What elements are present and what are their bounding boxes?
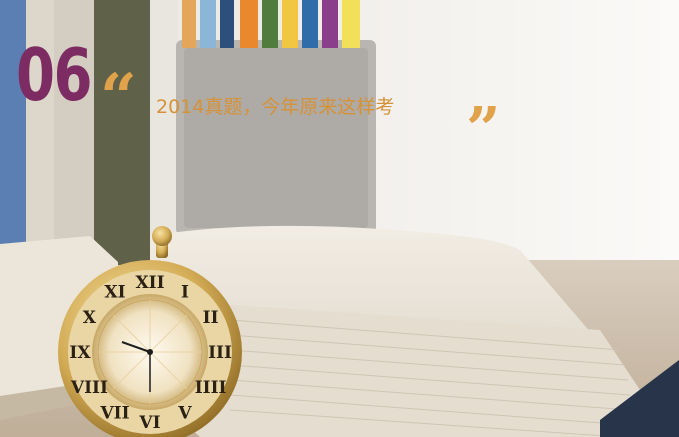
open-quote-mark: “ [100, 60, 137, 135]
close-quote-mark: ” [466, 95, 501, 165]
clock-numeral: VIII [70, 378, 108, 398]
clock-numeral: VII [99, 404, 129, 424]
clock-numeral: X [83, 308, 97, 328]
clock-numeral: XII [135, 273, 164, 293]
clock-numeral: IX [69, 343, 91, 363]
clock-numeral: XI [104, 282, 125, 302]
clock-numeral: VI [138, 413, 160, 433]
headline-text: 2014真题，今年原来这样考 [156, 96, 395, 118]
clock-numeral: II [203, 308, 219, 328]
clock-numeral: III [208, 343, 232, 363]
clock-numeral: I [181, 282, 189, 302]
clock-numeral: IIII [195, 378, 227, 398]
clock-numeral: V [177, 404, 192, 424]
section-number-badge: 06 [16, 33, 93, 117]
